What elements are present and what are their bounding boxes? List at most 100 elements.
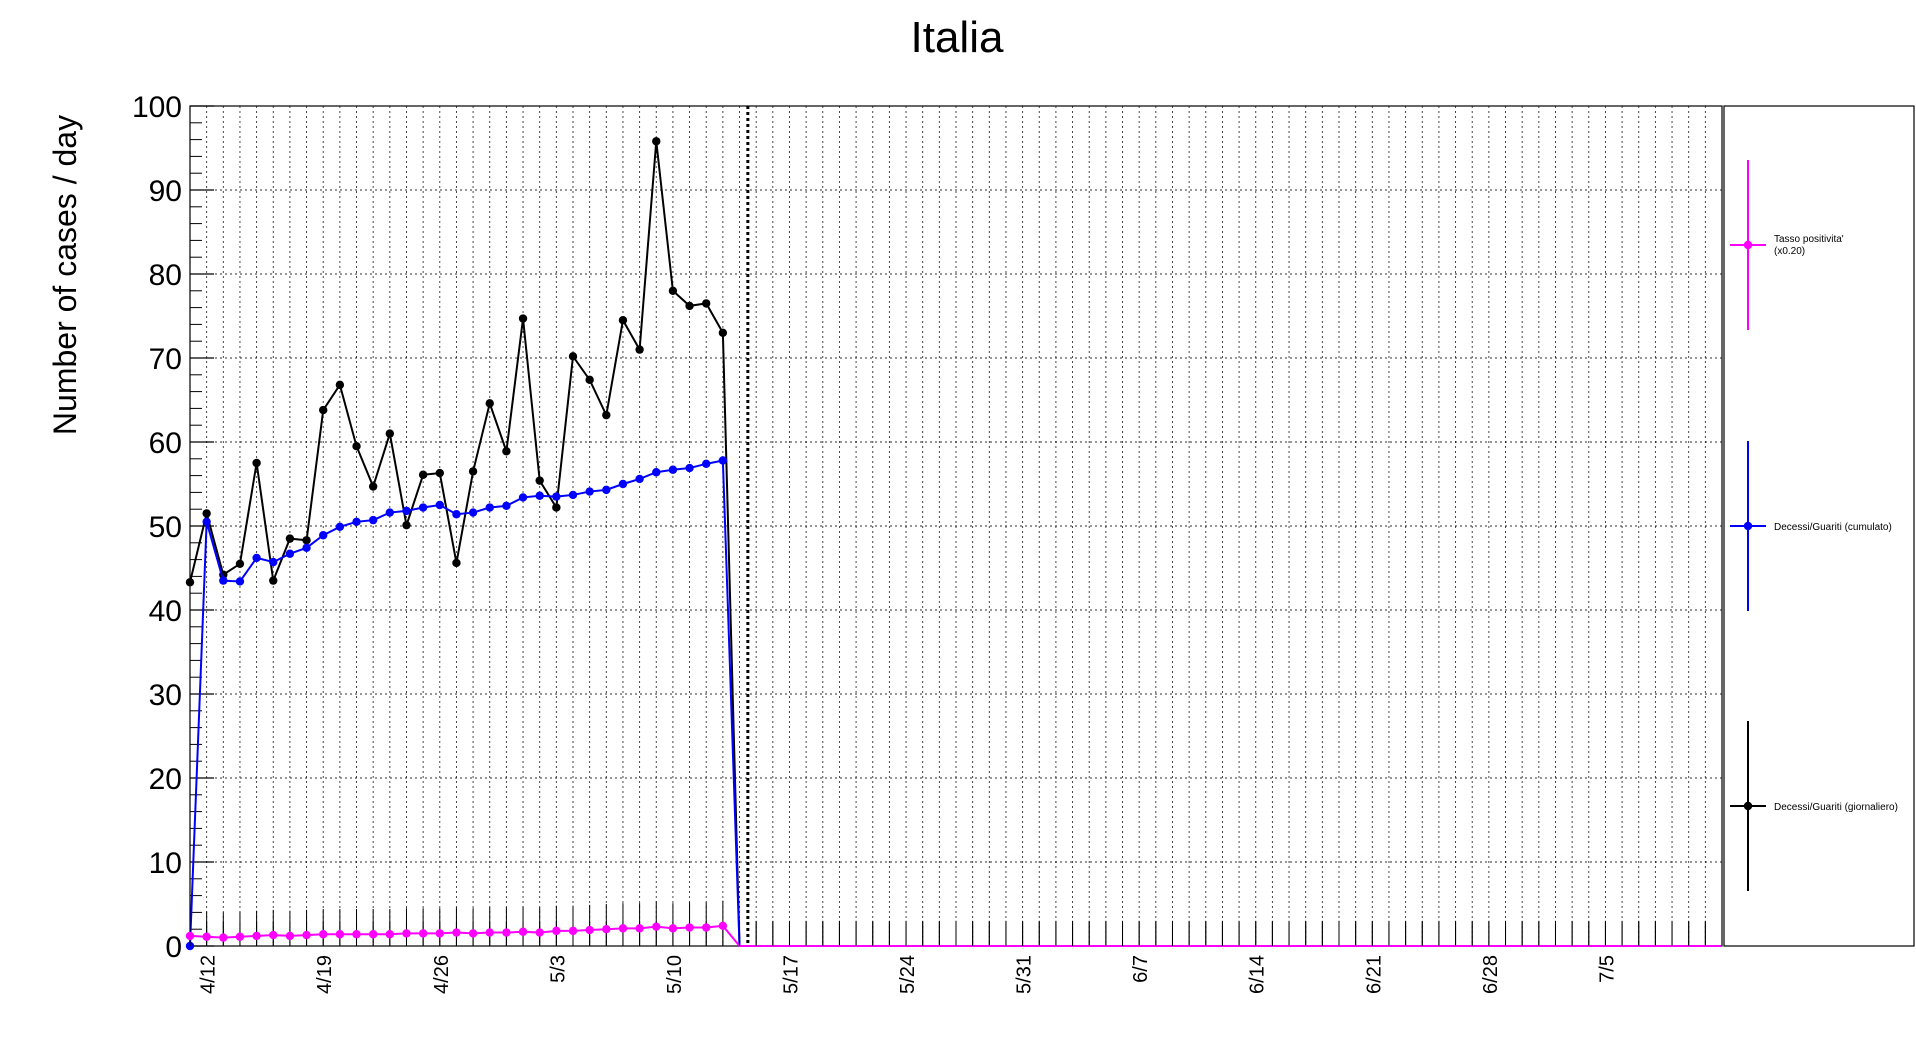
y-tick-label: 50 [149,511,182,544]
y-tick-label: 30 [149,679,182,712]
data-point [485,503,494,512]
data-point [635,474,644,484]
data-point [269,557,278,567]
data-point [452,510,461,519]
data-point [685,463,694,473]
series-layer [185,106,1723,951]
y-tick-label: 40 [149,595,182,628]
x-tick-label: 4/26 [431,955,453,994]
y-tick-label: 0 [165,931,182,964]
legend-label: Tasso positivita' [1774,234,1844,245]
data-point [235,577,245,586]
data-point [652,922,661,931]
data-point [585,925,594,935]
data-point [552,503,561,512]
data-point [552,926,561,936]
data-point [635,345,644,354]
x-tick-label: 7/5 [1596,955,1618,983]
data-point [269,576,278,585]
data-point [368,482,378,491]
data-point [618,924,628,933]
data-point [618,479,628,489]
data-point [535,928,544,937]
data-point [252,553,261,563]
x-tick-label: 5/24 [897,955,919,994]
data-point [585,487,594,496]
y-tick-label: 70 [149,343,182,376]
data-point [335,380,345,390]
data-point [502,447,511,456]
x-tick-label: 6/28 [1480,955,1502,994]
data-point [368,930,378,939]
data-point [319,405,328,415]
data-point [385,508,395,517]
data-point [535,476,544,485]
x-tick-label: 5/17 [780,955,802,994]
y-tick-label: 80 [149,259,182,292]
data-point [568,490,578,500]
data-point [702,459,711,469]
data-point [252,458,261,468]
data-point [418,470,428,479]
y-tick-label: 10 [149,847,182,880]
data-point [685,301,694,311]
data-point [518,493,528,502]
x-tick-label: 6/21 [1363,955,1385,994]
data-point [219,576,228,585]
data-point [335,522,345,532]
series-line-1 [189,459,1722,947]
data-point [402,929,411,938]
legend-label: Decessi/Guariti (cumulato) [1774,522,1892,533]
data-point [319,930,328,939]
data-point [285,549,295,558]
data-point [252,931,261,941]
data-point [602,925,611,934]
data-point [219,933,228,942]
data-point [435,929,444,938]
data-point [302,930,311,940]
data-point [702,923,711,932]
data-point [718,328,728,337]
grid [189,105,1723,947]
data-point [385,429,395,438]
data-point [568,352,578,361]
data-point [235,932,245,941]
data-point [418,503,428,512]
legend: Tasso positivita'(x0.20) Decessi/Guariti … [1723,105,1915,947]
data-point [618,316,628,325]
y-tick-label: 100 [132,91,182,124]
data-point [235,559,245,568]
data-point [402,520,411,530]
data-point [185,578,195,587]
data-point [518,314,528,323]
x-tick-label: 5/10 [664,955,686,994]
y-tick-label: 90 [149,175,182,208]
legend-label: (x0.20) [1774,246,1805,257]
x-tick-label: 6/14 [1247,955,1269,994]
data-point [602,485,611,495]
y-tick-label: 60 [149,427,182,460]
data-point [652,137,661,146]
data-point [468,467,478,476]
x-tick-label: 4/19 [314,955,336,994]
data-point [269,930,278,940]
data-point [502,501,511,511]
data-point [668,286,678,295]
data-point [435,500,444,510]
data-point [202,509,211,518]
data-point [535,491,544,500]
data-point [685,923,694,932]
data-point [402,506,411,516]
y-tick-label: 20 [149,763,182,796]
data-point [518,927,528,936]
data-point [352,442,361,451]
data-point [452,928,461,937]
data-point [552,492,561,501]
data-point [435,468,444,478]
data-point [668,924,678,933]
y-axis-label: Number of cases / day [47,115,83,435]
data-point [185,931,195,941]
data-point [468,508,478,517]
data-point [568,926,578,936]
